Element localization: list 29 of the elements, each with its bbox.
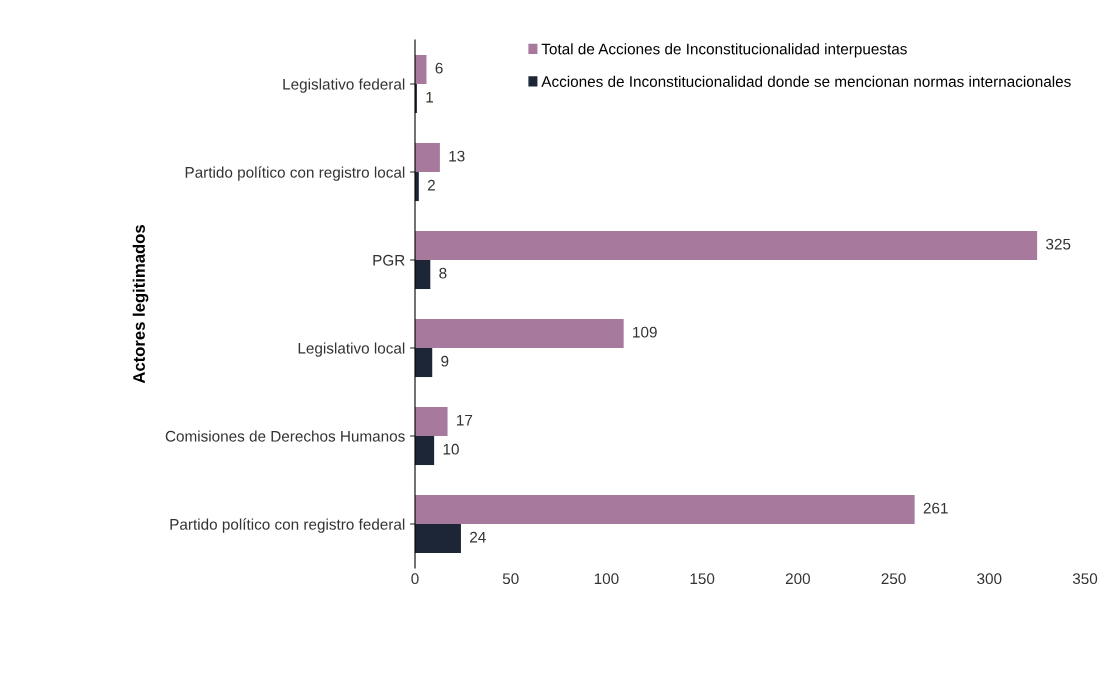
data-label: 9: [441, 355, 449, 367]
data-label: 8: [439, 267, 447, 279]
data-label: 13: [449, 150, 465, 162]
y-tick-label: PGR: [373, 254, 405, 266]
y-axis-title: Actores legitimados: [132, 225, 149, 384]
x-tick-label: 100: [594, 573, 619, 585]
y-tick-label: Comisiones de Derechos Humanos: [165, 430, 405, 442]
x-tick-label: 250: [881, 573, 906, 585]
x-tick-label: 0: [411, 573, 419, 585]
y-tick-label: Legislativo local: [298, 342, 405, 357]
data-label: 10: [443, 443, 459, 455]
data-label: 24: [470, 531, 486, 543]
legend-label: Acciones de Inconstitucionalidad donde se mencionan normas internacionales: [541, 75, 1071, 87]
y-tick-label: Partido político con registro federal: [170, 518, 405, 533]
y-tick-label: Partido político con registro local: [185, 166, 405, 181]
x-tick-label: 50: [502, 573, 519, 585]
x-tick-label: 150: [690, 573, 715, 585]
data-label: 6: [435, 62, 443, 74]
data-label: 109: [633, 326, 657, 338]
data-label: 2: [427, 179, 435, 191]
y-tick-label: Legislativo federal: [283, 78, 405, 93]
data-label: 1: [426, 91, 433, 103]
data-label: 17: [457, 414, 473, 426]
x-tick-label: 350: [1072, 573, 1098, 585]
legend-label: Total de Acciones de Inconstitucionalidad interpuestas: [541, 43, 907, 58]
data-label: 261: [923, 502, 948, 514]
x-tick-label: 200: [785, 573, 811, 585]
x-tick-label: 300: [977, 573, 1002, 585]
data-label: 325: [1046, 238, 1071, 250]
